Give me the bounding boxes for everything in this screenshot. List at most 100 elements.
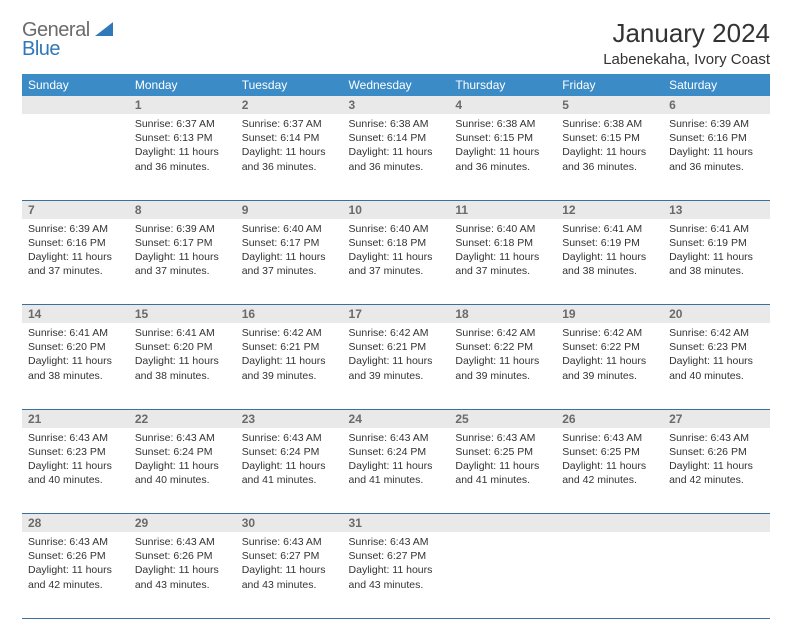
day-detail-line: Daylight: 11 hours and 39 minutes. [349, 354, 444, 382]
day-detail: Sunrise: 6:42 AMSunset: 6:21 PMDaylight:… [343, 323, 450, 389]
day-detail-line: Sunrise: 6:38 AM [562, 117, 657, 131]
day-detail-line: Sunset: 6:26 PM [135, 549, 230, 563]
day-number-cell [556, 514, 663, 533]
day-number-cell: 11 [449, 200, 556, 219]
day-detail: Sunrise: 6:42 AMSunset: 6:22 PMDaylight:… [449, 323, 556, 389]
day-detail [556, 532, 663, 541]
day-detail-line: Daylight: 11 hours and 41 minutes. [349, 459, 444, 487]
day-detail-line: Sunrise: 6:43 AM [28, 535, 123, 549]
day-detail-line: Daylight: 11 hours and 41 minutes. [242, 459, 337, 487]
day-number-cell: 27 [663, 409, 770, 428]
day-detail-line: Sunrise: 6:39 AM [135, 222, 230, 236]
day-body-cell [449, 532, 556, 618]
day-number-cell: 10 [343, 200, 450, 219]
day-number-cell [22, 96, 129, 114]
day-detail-line: Daylight: 11 hours and 38 minutes. [135, 354, 230, 382]
day-number-cell: 22 [129, 409, 236, 428]
day-detail-line: Sunrise: 6:43 AM [135, 431, 230, 445]
day-detail [663, 532, 770, 541]
day-detail-line: Sunrise: 6:42 AM [669, 326, 764, 340]
day-body-cell: Sunrise: 6:43 AMSunset: 6:24 PMDaylight:… [343, 428, 450, 514]
day-detail-line: Sunset: 6:19 PM [562, 236, 657, 250]
day-number-cell: 3 [343, 96, 450, 114]
day-detail-line: Sunrise: 6:41 AM [562, 222, 657, 236]
day-detail: Sunrise: 6:38 AMSunset: 6:15 PMDaylight:… [449, 114, 556, 180]
day-detail-line: Daylight: 11 hours and 36 minutes. [135, 145, 230, 173]
day-body-cell [22, 114, 129, 200]
calendar-page: General Blue January 2024 Labenekaha, Iv… [0, 0, 792, 637]
day-body-row: Sunrise: 6:41 AMSunset: 6:20 PMDaylight:… [22, 323, 770, 409]
day-detail-line: Daylight: 11 hours and 36 minutes. [242, 145, 337, 173]
weekday-header-cell: Thursday [449, 74, 556, 96]
day-number-cell: 6 [663, 96, 770, 114]
day-detail-line: Daylight: 11 hours and 36 minutes. [562, 145, 657, 173]
brand-text: General Blue [22, 18, 113, 61]
day-body-cell: Sunrise: 6:43 AMSunset: 6:23 PMDaylight:… [22, 428, 129, 514]
day-detail: Sunrise: 6:43 AMSunset: 6:26 PMDaylight:… [22, 532, 129, 598]
day-number-cell: 19 [556, 305, 663, 324]
day-body-cell: Sunrise: 6:40 AMSunset: 6:17 PMDaylight:… [236, 219, 343, 305]
day-number-cell: 26 [556, 409, 663, 428]
day-body-cell: Sunrise: 6:42 AMSunset: 6:22 PMDaylight:… [556, 323, 663, 409]
day-number-cell: 29 [129, 514, 236, 533]
weekday-header-cell: Friday [556, 74, 663, 96]
day-detail-line: Daylight: 11 hours and 37 minutes. [455, 250, 550, 278]
day-number-cell: 30 [236, 514, 343, 533]
day-detail-line: Sunset: 6:13 PM [135, 131, 230, 145]
page-header: General Blue January 2024 Labenekaha, Iv… [22, 18, 770, 68]
day-number-cell: 31 [343, 514, 450, 533]
day-body-cell: Sunrise: 6:39 AMSunset: 6:17 PMDaylight:… [129, 219, 236, 305]
day-detail: Sunrise: 6:39 AMSunset: 6:17 PMDaylight:… [129, 219, 236, 285]
day-detail-line: Sunset: 6:27 PM [349, 549, 444, 563]
day-detail-line: Sunrise: 6:43 AM [242, 535, 337, 549]
day-detail-line: Sunrise: 6:40 AM [349, 222, 444, 236]
day-body-row: Sunrise: 6:43 AM Sunset: 6:23 PM Daylight:… [22, 428, 770, 514]
day-body-cell [663, 532, 770, 618]
day-body-row: Sunrise: 6:37 AMSunset: 6:13 PMDaylight:… [22, 114, 770, 200]
day-body-cell: Sunrise: 6:43 AMSunset: 6:25 PMDaylight:… [449, 428, 556, 514]
day-number-cell: 16 [236, 305, 343, 324]
day-detail-line: Sunset: 6:23 PM [669, 340, 764, 354]
day-number-cell [663, 514, 770, 533]
day-detail-line: Sunset: 6:23 PM [28, 445, 123, 459]
day-detail: Sunrise: 6:41 AMSunset: 6:19 PMDaylight:… [663, 219, 770, 285]
day-detail-line: Sunrise: 6:38 AM [349, 117, 444, 131]
day-detail: Sunrise: 6:43 AMSunset: 6:26 PMDaylight:… [663, 428, 770, 494]
day-body-cell: Sunrise: 6:40 AMSunset: 6:18 PMDaylight:… [449, 219, 556, 305]
day-detail-line: Sunrise: 6:38 AM [455, 117, 550, 131]
day-detail-line: Sunrise: 6:43 AM [562, 431, 657, 445]
day-detail-line: Sunset: 6:21 PM [242, 340, 337, 354]
day-detail-line: Daylight: 11 hours and 37 minutes. [242, 250, 337, 278]
day-body-cell: Sunrise: 6:41 AMSunset: 6:19 PMDaylight:… [663, 219, 770, 305]
day-detail: Sunrise: 6:37 AMSunset: 6:14 PMDaylight:… [236, 114, 343, 180]
day-detail-line: Daylight: 11 hours and 37 minutes. [349, 250, 444, 278]
day-detail: Sunrise: 6:39 AMSunset: 6:16 PMDaylight:… [22, 219, 129, 285]
day-detail-line: Sunrise: 6:40 AM [455, 222, 550, 236]
day-body-cell: Sunrise: 6:42 AMSunset: 6:21 PMDaylight:… [236, 323, 343, 409]
day-detail: Sunrise: 6:40 AMSunset: 6:17 PMDaylight:… [236, 219, 343, 285]
day-number-cell: 17 [343, 305, 450, 324]
day-detail-line: Daylight: 11 hours and 36 minutes. [669, 145, 764, 173]
day-detail-line: Daylight: 11 hours and 36 minutes. [455, 145, 550, 173]
title-block: January 2024 Labenekaha, Ivory Coast [603, 18, 770, 68]
day-detail-line: Sunset: 6:20 PM [135, 340, 230, 354]
day-detail-line: Sunrise: 6:42 AM [349, 326, 444, 340]
day-detail-line: Daylight: 11 hours and 43 minutes. [242, 563, 337, 591]
day-detail: Sunrise: 6:39 AMSunset: 6:16 PMDaylight:… [663, 114, 770, 180]
day-detail [449, 532, 556, 541]
day-number-cell: 15 [129, 305, 236, 324]
day-number-cell: 9 [236, 200, 343, 219]
day-body-cell: Sunrise: 6:43 AMSunset: 6:27 PMDaylight:… [343, 532, 450, 618]
day-detail: Sunrise: 6:43 AMSunset: 6:24 PMDaylight:… [343, 428, 450, 494]
day-detail-line: Sunrise: 6:43 AM [455, 431, 550, 445]
day-body-cell: Sunrise: 6:41 AMSunset: 6:20 PMDaylight:… [22, 323, 129, 409]
day-detail-line: Sunset: 6:21 PM [349, 340, 444, 354]
day-detail-line: Daylight: 11 hours and 39 minutes. [242, 354, 337, 382]
day-detail-line: Sunrise: 6:41 AM [669, 222, 764, 236]
day-body-cell: Sunrise: 6:37 AMSunset: 6:14 PMDaylight:… [236, 114, 343, 200]
day-detail-line: Daylight: 11 hours and 42 minutes. [669, 459, 764, 487]
day-detail-line: Sunset: 6:14 PM [349, 131, 444, 145]
day-detail: Sunrise: 6:38 AMSunset: 6:15 PMDaylight:… [556, 114, 663, 180]
day-detail-line: Daylight: 11 hours and 38 minutes. [562, 250, 657, 278]
day-detail: Sunrise: 6:42 AMSunset: 6:21 PMDaylight:… [236, 323, 343, 389]
